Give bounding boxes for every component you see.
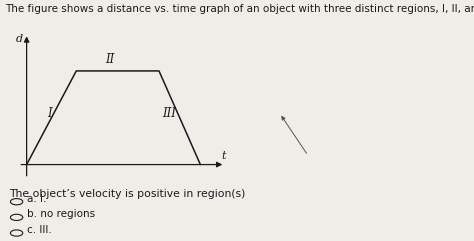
Text: I: I xyxy=(47,107,52,120)
Text: II: II xyxy=(105,53,114,66)
Text: b. no regions: b. no regions xyxy=(27,209,95,219)
Text: t: t xyxy=(222,151,227,161)
Text: a. I.: a. I. xyxy=(27,194,46,204)
Text: III: III xyxy=(163,107,176,120)
Text: c. III.: c. III. xyxy=(27,225,51,235)
Text: d: d xyxy=(16,34,23,44)
Text: The figure shows a distance vs. time graph of an object with three distinct regi: The figure shows a distance vs. time gra… xyxy=(5,4,474,13)
Text: The object’s velocity is positive in region(s): The object’s velocity is positive in reg… xyxy=(9,189,246,199)
